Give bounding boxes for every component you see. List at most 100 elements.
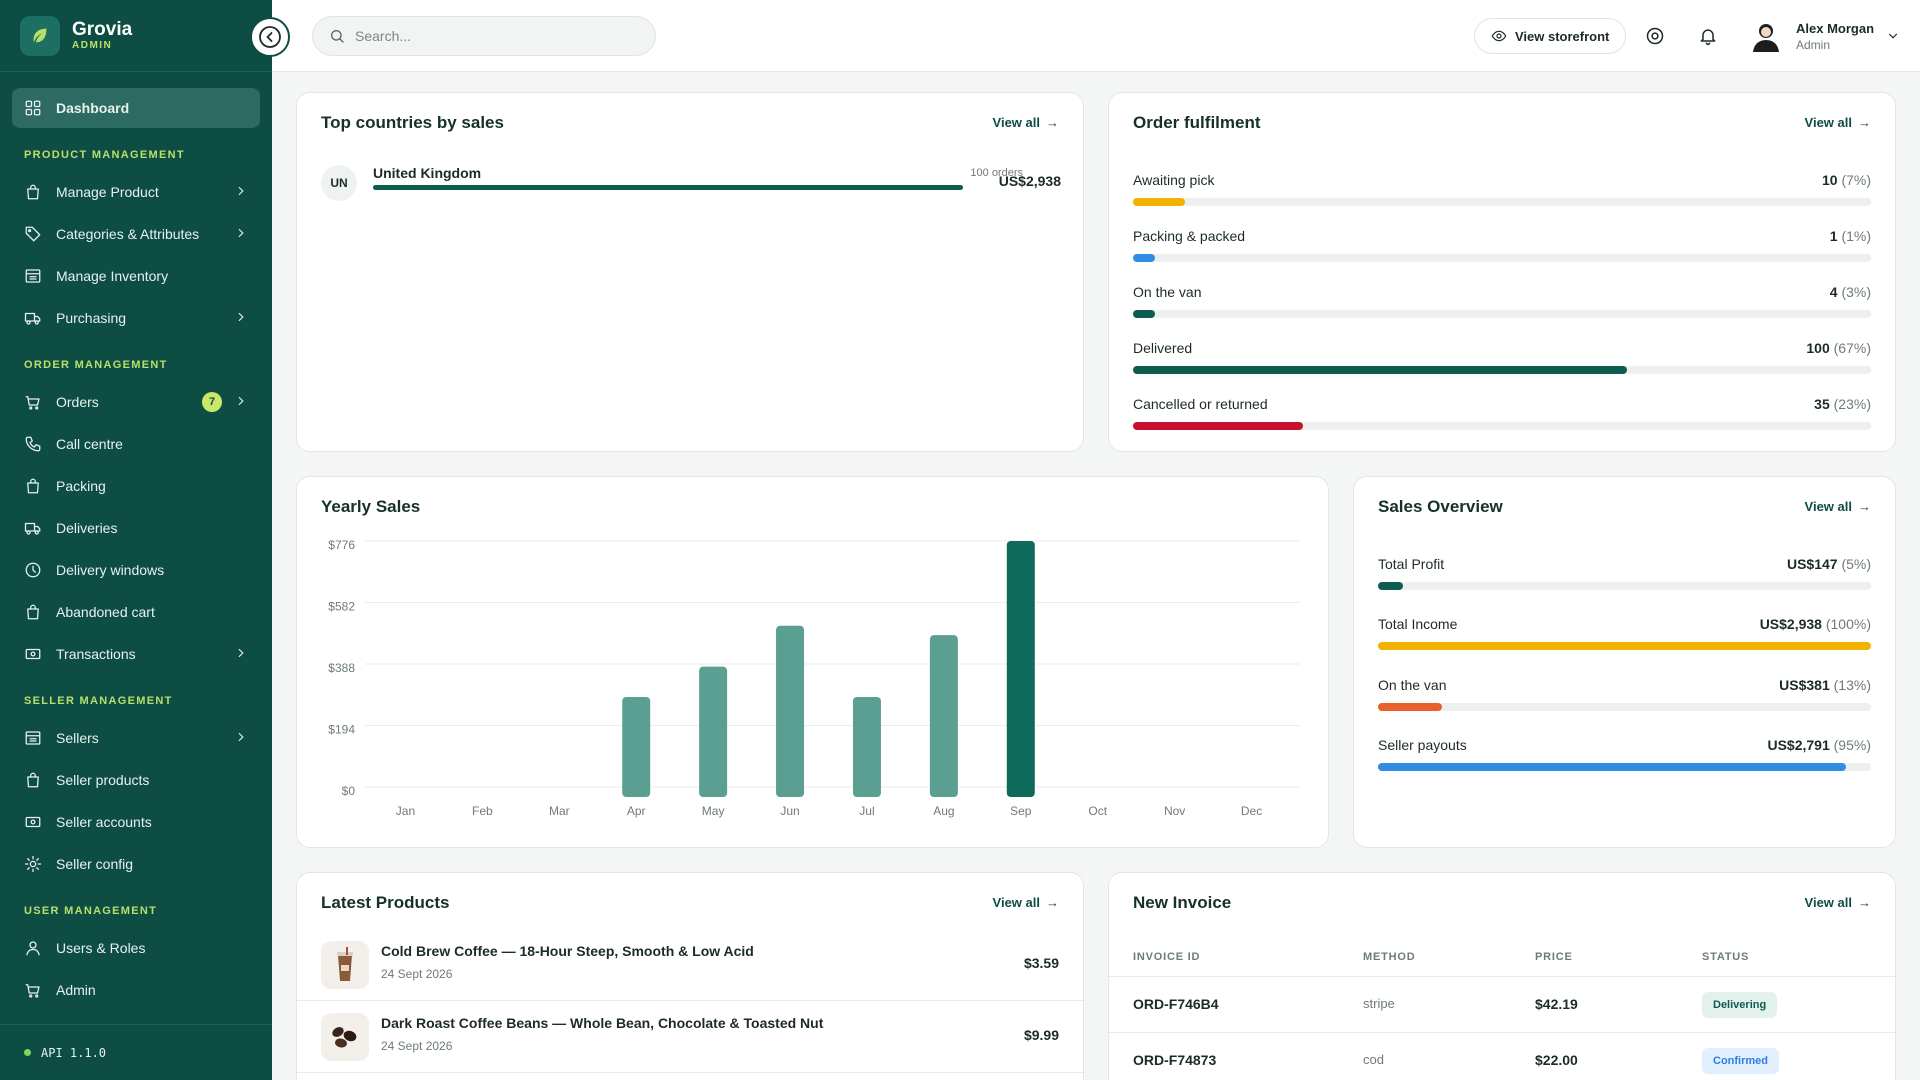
sidebar-item-delivery-windows[interactable]: Delivery windows <box>12 550 260 590</box>
y-tick-label: $582 <box>328 600 355 614</box>
progress-value: US$381 (13%) <box>1779 676 1871 693</box>
progress-bar <box>1378 702 1871 711</box>
sales-overview-card: Sales Overview View all → Total Profit US$… <box>1353 476 1896 848</box>
column-header: PRICE <box>1535 951 1573 963</box>
progress-label: Cancelled or returned <box>1133 396 1268 412</box>
sidebar-item-seller-config[interactable]: Seller config <box>12 844 260 884</box>
sidebar-item-transactions[interactable]: Transactions <box>12 634 260 674</box>
card-title: Top countries by sales <box>321 113 504 132</box>
view-all-link[interactable]: View all → <box>992 115 1059 130</box>
sidebar-item-abandoned-cart[interactable]: Abandoned cart <box>12 592 260 632</box>
nav-section-heading: ORDER MANAGEMENT <box>24 359 168 371</box>
progress-label: Total Profit <box>1378 556 1445 572</box>
country-sales-value: US$2,938 <box>998 173 1061 189</box>
notifications-button[interactable] <box>1696 24 1720 48</box>
sidebar-item-categories[interactable]: Categories & Attributes <box>12 214 260 254</box>
view-all-link[interactable]: View all → <box>1804 115 1871 130</box>
view-all-link[interactable]: View all → <box>992 895 1059 910</box>
bag-icon <box>27 478 39 494</box>
view-storefront-button[interactable]: View storefront <box>1474 18 1627 54</box>
x-tick-label: Feb <box>472 804 493 818</box>
progress-label: Packing & packed <box>1133 228 1246 244</box>
sidebar-item-label: Abandoned cart <box>56 604 155 620</box>
brand[interactable]: Grovia ADMIN <box>0 0 272 72</box>
sidebar-item-label: Seller config <box>56 856 134 872</box>
leaf-logo-icon <box>20 15 60 56</box>
user-role: Admin <box>1796 37 1831 52</box>
product-price: $3.59 <box>1023 955 1059 971</box>
eye-icon <box>1491 30 1507 42</box>
api-version-label: API 1.1.0 <box>41 1045 107 1060</box>
arrow-right-icon: → <box>1046 895 1059 910</box>
phone-icon <box>25 436 41 452</box>
sidebar-item-admin[interactable]: Admin <box>12 970 260 1010</box>
product-row[interactable]: Cold Brew Coffee — 18-Hour Steep, Smooth… <box>297 929 1083 1001</box>
x-tick-label: Jun <box>780 804 799 818</box>
collapse-sidebar-button[interactable] <box>250 17 290 57</box>
brand-subtitle: ADMIN <box>72 40 113 51</box>
table-row[interactable]: ORD-F74873 cod $22.00 Confirmed <box>1109 1033 1895 1080</box>
progress-row: Packing & packed 1 (1%) <box>1133 228 1871 264</box>
sidebar-item-seller-accounts[interactable]: Seller accounts <box>12 802 260 842</box>
country-code-badge: UN <box>321 165 357 201</box>
search-box[interactable] <box>312 16 656 56</box>
progress-bar <box>1378 762 1871 771</box>
progress-bar <box>1378 582 1871 590</box>
progress-label: On the van <box>1378 676 1447 693</box>
sidebar-item-deliveries[interactable]: Deliveries <box>12 508 260 548</box>
cart-icon <box>25 396 40 410</box>
sidebar-item-label: Categories & Attributes <box>56 226 200 242</box>
sidebar-item-seller-products[interactable]: Seller products <box>12 760 260 800</box>
y-tick-label: $194 <box>328 723 355 737</box>
sidebar-item-label: Orders <box>56 394 99 410</box>
progress-row: Delivered 100 (67%) <box>1133 340 1871 376</box>
y-tick-label: $388 <box>328 661 355 675</box>
sidebar-item-sellers[interactable]: Sellers <box>12 718 260 758</box>
progress-bar <box>1133 198 1871 206</box>
tag-icon <box>25 226 41 242</box>
arrow-right-icon: → <box>1858 115 1871 130</box>
sidebar-item-orders[interactable]: Orders 7 <box>12 382 260 422</box>
chevron-right-icon <box>238 732 244 742</box>
progress-value: 1 (1%) <box>1829 228 1871 244</box>
table-row[interactable]: ORD-F746B4 stripe $42.19 Delivering <box>1109 977 1895 1033</box>
chevron-right-icon <box>238 396 244 406</box>
user-menu[interactable]: Alex Morgan Admin <box>1748 16 1900 56</box>
country-share-bar <box>373 185 963 190</box>
user-avatar-icon <box>1753 24 1779 52</box>
sidebar-item-label: Transactions <box>56 646 136 662</box>
product-date: 24 Sept 2026 <box>381 967 453 981</box>
progress-value: 35 (23%) <box>1814 396 1871 412</box>
sidebar-item-users-roles[interactable]: Users & Roles <box>12 928 260 968</box>
x-tick-label: Oct <box>1088 804 1107 818</box>
progress-bar <box>1133 254 1871 262</box>
grid-icon <box>25 100 41 116</box>
sidebar-nav: Dashboard PRODUCT MANAGEMENT Manage Produc… <box>0 72 272 1010</box>
view-all-link[interactable]: View all → <box>1804 895 1871 910</box>
nav-section-heading: SELLER MANAGEMENT <box>24 695 173 707</box>
sidebar-item-call-centre[interactable]: Call centre <box>12 424 260 464</box>
search-input[interactable] <box>355 28 635 44</box>
sidebar-item-packing[interactable]: Packing <box>12 466 260 506</box>
user-icon <box>26 941 40 956</box>
progress-bar <box>1133 366 1871 374</box>
invoice-id: ORD-F746B4 <box>1133 996 1219 1012</box>
top-header: View storefront Alex Morgan Admin <box>272 0 1920 72</box>
product-row[interactable]: Dark Roast Coffee Beans — Whole Bean, Ch… <box>297 1001 1083 1073</box>
progress-value: US$2,938 (100%) <box>1759 616 1871 633</box>
chart-bar <box>776 625 805 797</box>
view-all-link[interactable]: View all → <box>1804 499 1871 514</box>
progress-row: On the van US$381 (13%) <box>1378 677 1871 713</box>
yearly-sales-chart: $776 $582 $388 $194 $0 Jan Feb Mar Apr May Jun Jul A… <box>328 538 1300 818</box>
new-invoice-card: New Invoice View all → INVOICE ID METHOD … <box>1108 872 1896 1080</box>
x-tick-label: Nov <box>1164 804 1185 818</box>
sidebar-item-inventory[interactable]: Manage Inventory <box>12 256 260 296</box>
sidebar-item-purchasing[interactable]: Purchasing <box>12 298 260 338</box>
progress-value: 100 (67%) <box>1806 340 1871 356</box>
sidebar-item-manage-product[interactable]: Manage Product <box>12 172 260 212</box>
progress-row: Total Income US$2,938 (100%) <box>1378 616 1871 652</box>
settings-button[interactable] <box>1643 24 1667 48</box>
sidebar-item-dashboard[interactable]: Dashboard <box>12 88 260 128</box>
bag-icon <box>27 184 39 200</box>
gear-icon <box>24 855 42 873</box>
